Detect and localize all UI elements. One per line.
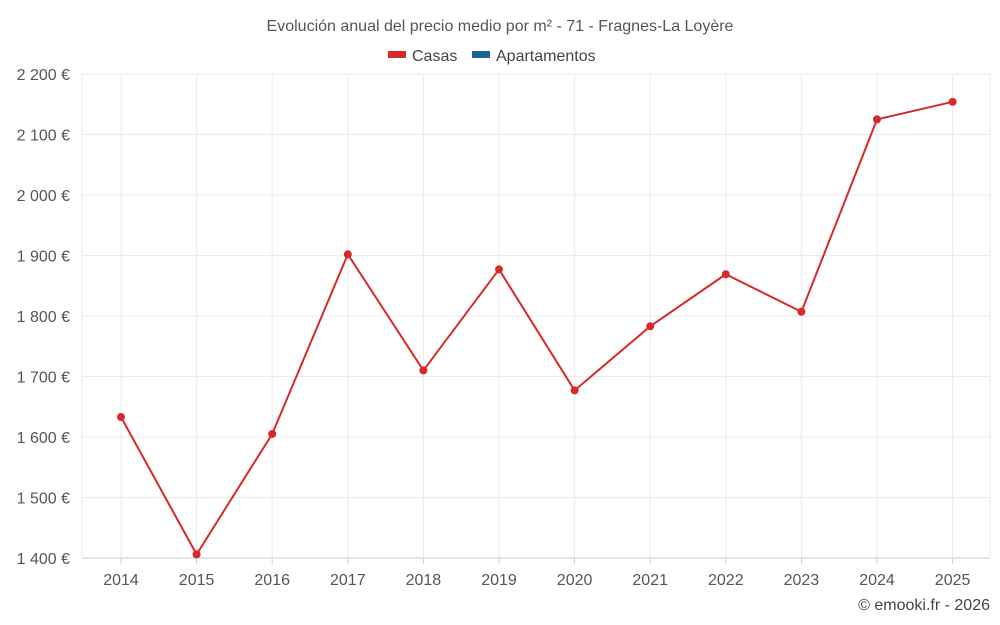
x-tick-label: 2023 [784, 572, 820, 589]
series-line-casas [120, 100, 953, 556]
data-point-2014[interactable] [117, 413, 125, 422]
y-tick-label: 2 200 € [17, 67, 70, 84]
x-tick-label: 2016 [254, 572, 290, 589]
chart-title: Evolución anual del precio medio por m² … [267, 18, 734, 35]
data-point-2015[interactable] [192, 550, 201, 559]
x-tick-label: 2014 [103, 572, 139, 589]
grid [81, 73, 991, 559]
x-tick-label: 2024 [859, 572, 895, 589]
legend-swatch-1 [472, 51, 490, 58]
x-tick-label: 2021 [632, 572, 668, 589]
legend-swatch-0 [388, 51, 406, 58]
data-point-2024[interactable] [873, 115, 881, 124]
x-tick-label: 2017 [330, 572, 366, 589]
data-point-2022[interactable] [721, 270, 730, 279]
legend-label-1[interactable]: Apartamentos [496, 48, 596, 65]
data-point-2023[interactable] [797, 307, 806, 316]
data-point-2018[interactable] [419, 366, 428, 375]
y-tick-label: 1 800 € [17, 309, 70, 326]
y-tick-label: 1 700 € [17, 370, 70, 387]
x-axis: 2014 2015 2016 2017 2018 2019 2020 2021 2022 2023… [103, 558, 970, 589]
x-tick-label: 2015 [179, 572, 215, 589]
data-point-2016[interactable] [268, 429, 277, 438]
data-point-2017[interactable] [343, 250, 352, 259]
data-point-2020[interactable] [570, 386, 579, 395]
data-point-2021[interactable] [646, 322, 655, 331]
y-axis: 1 400 € 1 500 € 1 600 € 1 700 € 1 800 € 1 900… [17, 67, 70, 568]
series-layer [117, 97, 957, 559]
x-tick-label: 2020 [557, 572, 593, 589]
y-tick-label: 2 100 € [17, 128, 70, 145]
y-tick-label: 1 400 € [17, 551, 70, 568]
x-tick-label: 2018 [406, 572, 442, 589]
y-tick-label: 1 900 € [17, 249, 70, 266]
credit-text: © emooki.fr - 2026 [858, 597, 990, 614]
legend-label-0[interactable]: Casas [412, 48, 457, 65]
x-tick-label: 2025 [935, 572, 971, 589]
x-tick-label: 2022 [708, 572, 744, 589]
y-tick-label: 2 000 € [17, 188, 70, 205]
data-point-2019[interactable] [495, 265, 503, 274]
legend: Casas Apartamentos [388, 48, 596, 65]
y-tick-label: 1 500 € [17, 491, 70, 508]
data-point-2025[interactable] [948, 97, 957, 106]
y-tick-label: 1 600 € [17, 430, 70, 447]
x-tick-label: 2019 [481, 572, 517, 589]
